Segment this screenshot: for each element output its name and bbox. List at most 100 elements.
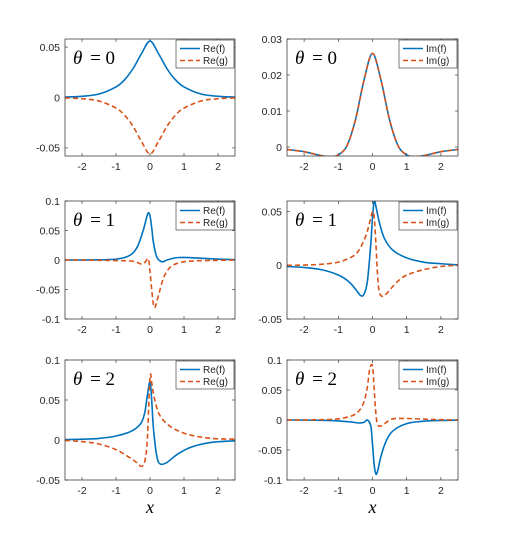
legend-label: Re(f) (203, 365, 225, 376)
theta-value: = 1 (307, 210, 337, 231)
theta-symbol: θ (73, 210, 82, 231)
x-tick-label: -2 (299, 485, 308, 497)
y-tick-label: -0.1 (42, 314, 60, 326)
series-line-reg (65, 373, 235, 468)
legend-label: Re(g) (203, 218, 228, 229)
theta-value: = 0 (85, 48, 115, 69)
legend-label: Im(f) (426, 206, 447, 217)
y-tick-label: 0.05 (262, 385, 283, 397)
x-tick-label: -1 (111, 161, 120, 173)
legend: Re(f)Re(g) (175, 201, 235, 231)
legend-box (175, 360, 235, 390)
legend: Im(f)Im(g) (398, 360, 458, 390)
x-tick-label: 0 (370, 161, 376, 173)
legend-box (175, 201, 235, 231)
x-tick-label: 0 (147, 324, 153, 336)
x-tick-label: 1 (181, 324, 187, 336)
y-tick-label: 0.1 (45, 355, 60, 367)
y-tick-label: 0 (276, 260, 282, 272)
series-line-imf (287, 419, 458, 476)
legend-label: Im(g) (426, 56, 449, 67)
legend-label: Im(g) (426, 377, 449, 388)
y-tick-label: -0.05 (36, 475, 60, 487)
chart-panel-bottom-left: -2 -1 0 1 2 -0.05 0 0.05 0.1 θ = 2 Re(f)Re(g) x (36, 355, 236, 517)
axes-frame (64, 200, 236, 320)
x-tick-label: 0 (370, 485, 376, 497)
theta-symbol: θ (295, 210, 304, 231)
series-line-ref (65, 380, 235, 466)
y-tick-label: 0.1 (267, 355, 282, 367)
chart-panel-top-left: -2 -1 0 1 2 -0.05 0 0.05 θ = 0 Re(f)Re(g) (36, 38, 236, 173)
theta-symbol: θ (295, 48, 304, 69)
theta-symbol: θ (295, 369, 304, 390)
x-tick-label: -1 (111, 324, 120, 336)
x-tick-label: 2 (215, 485, 221, 497)
legend-label: Re(f) (203, 206, 225, 217)
x-tick-label: 2 (215, 324, 221, 336)
legend-label: Re(f) (203, 44, 225, 55)
y-tick-label: -0.05 (258, 314, 282, 326)
y-tick-label: -0.1 (264, 475, 282, 487)
plot-area (287, 52, 458, 156)
chart-panel-bottom-right: -2 -1 0 1 2 -0.1 -0.05 0 0.05 0.1 θ = 2 Im(f)Im(g) x (258, 355, 459, 517)
legend-label: Im(f) (426, 365, 447, 376)
y-tick-label: 0 (54, 92, 60, 104)
theta-value: = 0 (307, 48, 337, 69)
plot-area (65, 211, 235, 309)
series-line-reg (65, 97, 235, 155)
y-tick-label: -0.05 (36, 284, 60, 296)
x-tick-label: -2 (77, 161, 86, 173)
legend: Re(f)Re(g) (175, 360, 235, 390)
x-tick-label: 2 (215, 161, 221, 173)
series-line-img (287, 363, 458, 428)
theta-annotation: θ = 1 (73, 210, 115, 231)
plot-area (287, 201, 458, 298)
theta-annotation: θ = 2 (295, 369, 337, 390)
x-tick-label: -2 (299, 161, 308, 173)
x-tick-label: -1 (334, 485, 343, 497)
theta-annotation: θ = 2 (73, 369, 115, 390)
axes-frame (64, 38, 236, 157)
legend-box (398, 39, 458, 69)
plot-area (65, 40, 235, 155)
y-tick-label: 0.05 (40, 395, 61, 407)
y-tick-label: 0 (54, 435, 60, 447)
x-axis-label: x (368, 497, 377, 517)
axes-frame (64, 359, 236, 481)
x-tick-label: 1 (181, 485, 187, 497)
x-tick-label: 1 (181, 161, 187, 173)
y-tick-label: 0 (54, 255, 60, 267)
y-tick-label: 0.05 (40, 42, 61, 54)
legend-box (398, 201, 458, 231)
theta-value: = 2 (85, 369, 115, 390)
series-line-ref (65, 40, 235, 98)
x-tick-label: -1 (334, 161, 343, 173)
theta-annotation: θ = 1 (295, 210, 337, 231)
axes-frame (286, 359, 459, 481)
x-tick-label: 2 (438, 324, 444, 336)
x-tick-label: -1 (111, 485, 120, 497)
x-tick-label: -2 (299, 324, 308, 336)
y-tick-label: 0.01 (262, 106, 283, 118)
chart-panel-top-right: -2 -1 0 1 2 0 0.01 0.02 0.03 θ = 0 Im(f)Im(g) (262, 34, 459, 173)
y-tick-label: 0.1 (45, 196, 60, 208)
x-axis-label: x (145, 497, 154, 517)
chart-panel-middle-left: -2 -1 0 1 2 -0.1 -0.05 0 0.05 0.1 θ = 1 Re(f)Re(g) (36, 196, 236, 336)
x-tick-label: -2 (77, 324, 86, 336)
x-tick-label: 2 (438, 161, 444, 173)
theta-value: = 2 (307, 369, 337, 390)
theta-value: = 1 (85, 210, 115, 231)
series-line-img (287, 210, 458, 298)
legend-box (175, 39, 235, 69)
legend: Im(f)Im(g) (398, 39, 458, 69)
legend-label: Re(g) (203, 56, 228, 67)
x-tick-label: 0 (147, 485, 153, 497)
x-tick-label: 1 (404, 485, 410, 497)
chart-panel-middle-right: -2 -1 0 1 2 -0.05 0 0.05 θ = 1 Im(f)Im(g) (258, 200, 459, 336)
legend: Re(f)Re(g) (175, 39, 235, 69)
y-tick-label: 0.03 (262, 34, 283, 46)
legend-label: Im(g) (426, 218, 449, 229)
legend-label: Re(g) (203, 377, 228, 388)
y-tick-label: 0 (276, 142, 282, 154)
